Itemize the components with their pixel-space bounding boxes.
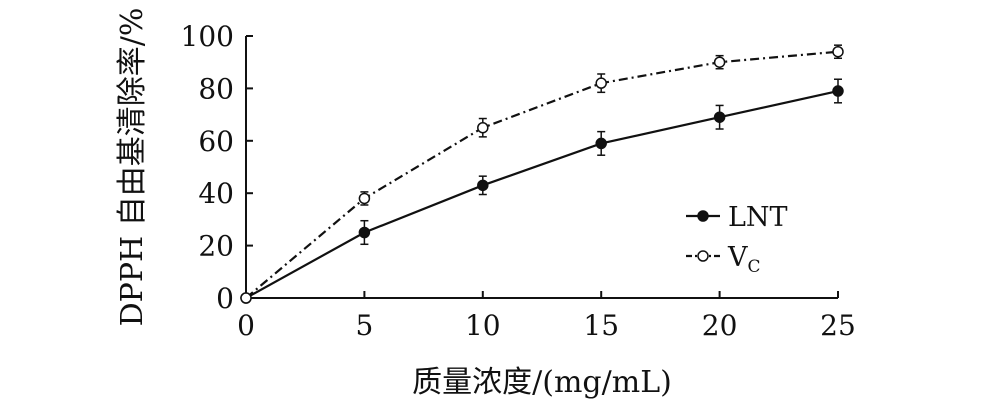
y-tick-label: 0 <box>216 282 234 315</box>
data-point-vc <box>595 77 607 89</box>
series-layer <box>240 44 844 304</box>
x-tick-label: 25 <box>820 309 856 342</box>
x-tick-label: 5 <box>355 309 373 342</box>
legend-entry-lnt: LNT <box>686 202 788 233</box>
y-axis-label: DPPH 自由基清除率/% <box>115 8 150 327</box>
legend-label-vc-main: V <box>727 242 748 273</box>
data-point-vc <box>477 121 489 134</box>
x-tick-label: 0 <box>237 309 255 342</box>
data-point-lnt <box>595 137 607 150</box>
x-tick-label: 15 <box>583 309 619 342</box>
data-point-vc <box>832 45 844 58</box>
data-point-vc <box>358 192 371 205</box>
x-tick-label: 10 <box>465 309 501 342</box>
y-tick-label: 100 <box>181 20 234 53</box>
data-point-vc <box>713 56 726 68</box>
legend-label-vc-subscript: C <box>748 257 761 277</box>
y-tick-label: 20 <box>198 230 234 263</box>
y-tick-label: 80 <box>198 72 234 105</box>
legend-marker-lnt <box>697 210 709 222</box>
data-point-vc <box>240 292 252 304</box>
legend-marker-vc <box>697 250 709 262</box>
series-vc <box>240 44 844 304</box>
series-line-lnt <box>245 89 839 299</box>
series-line-vc <box>245 50 839 299</box>
x-axis-label: 质量浓度/(mg/mL) <box>412 365 672 400</box>
x-tick-label: 20 <box>702 309 738 342</box>
y-tick-label: 60 <box>198 125 234 158</box>
ticks: 0 5 10 15 20 25 0 20 40 60 80 100 <box>181 20 856 342</box>
legend: LNT VC <box>686 202 788 277</box>
data-point-lnt <box>358 226 371 239</box>
legend-label-vc: VC <box>727 242 761 277</box>
data-point-lnt <box>832 85 844 97</box>
data-point-lnt <box>477 179 489 192</box>
data-point-lnt <box>713 111 726 123</box>
axes <box>245 36 838 299</box>
legend-label-lnt: LNT <box>728 202 788 233</box>
series-lnt <box>240 78 844 304</box>
y-tick-label: 40 <box>198 177 234 210</box>
legend-entry-vc: VC <box>686 242 761 277</box>
